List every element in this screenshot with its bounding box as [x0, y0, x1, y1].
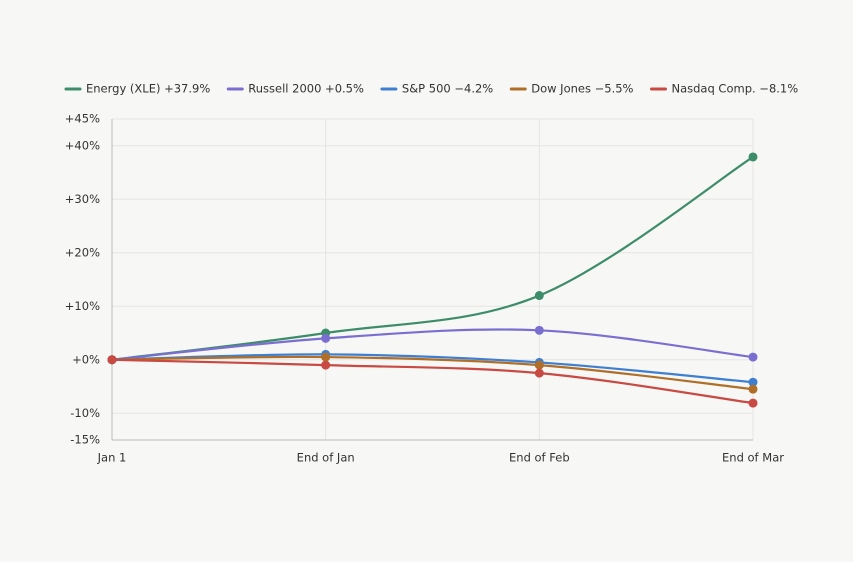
data-point: [748, 384, 758, 394]
data-point: [534, 291, 544, 301]
y-tick-label: -10%: [70, 406, 100, 420]
y-tick-label: +20%: [65, 245, 100, 259]
series-line: [111, 156, 754, 361]
data-point: [107, 355, 117, 365]
data-point: [321, 352, 331, 362]
series-line: [111, 328, 754, 361]
data-point: [321, 333, 331, 343]
y-tick-label: +10%: [65, 299, 100, 313]
y-tick-label: +0%: [72, 352, 100, 366]
x-tick-label: End of Mar: [722, 451, 784, 465]
data-point: [534, 325, 544, 335]
legend-label: Energy (XLE) +37.9%: [86, 82, 210, 96]
x-tick-label: End of Jan: [297, 451, 355, 465]
legend-label: S&P 500 −4.2%: [402, 82, 493, 96]
series-line: [111, 358, 754, 405]
data-point: [748, 377, 758, 387]
data-point: [748, 152, 758, 162]
data-point: [534, 360, 544, 370]
data-point: [748, 352, 758, 362]
y-tick-label: -15%: [70, 433, 100, 447]
legend-label: Dow Jones −5.5%: [531, 82, 633, 96]
series-line: [111, 355, 754, 391]
data-point: [748, 398, 758, 408]
legend-label: Russell 2000 +0.5%: [248, 82, 364, 96]
y-tick-label: +40%: [65, 138, 100, 152]
data-point: [321, 360, 331, 370]
data-point: [534, 368, 544, 378]
x-tick-label: Jan 1: [97, 451, 127, 465]
series-line: [111, 353, 754, 384]
y-tick-label: +30%: [65, 192, 100, 206]
x-tick-label: End of Feb: [509, 451, 570, 465]
y-tick-label: +45%: [65, 112, 100, 126]
legend-label: Nasdaq Comp. −8.1%: [671, 82, 798, 96]
